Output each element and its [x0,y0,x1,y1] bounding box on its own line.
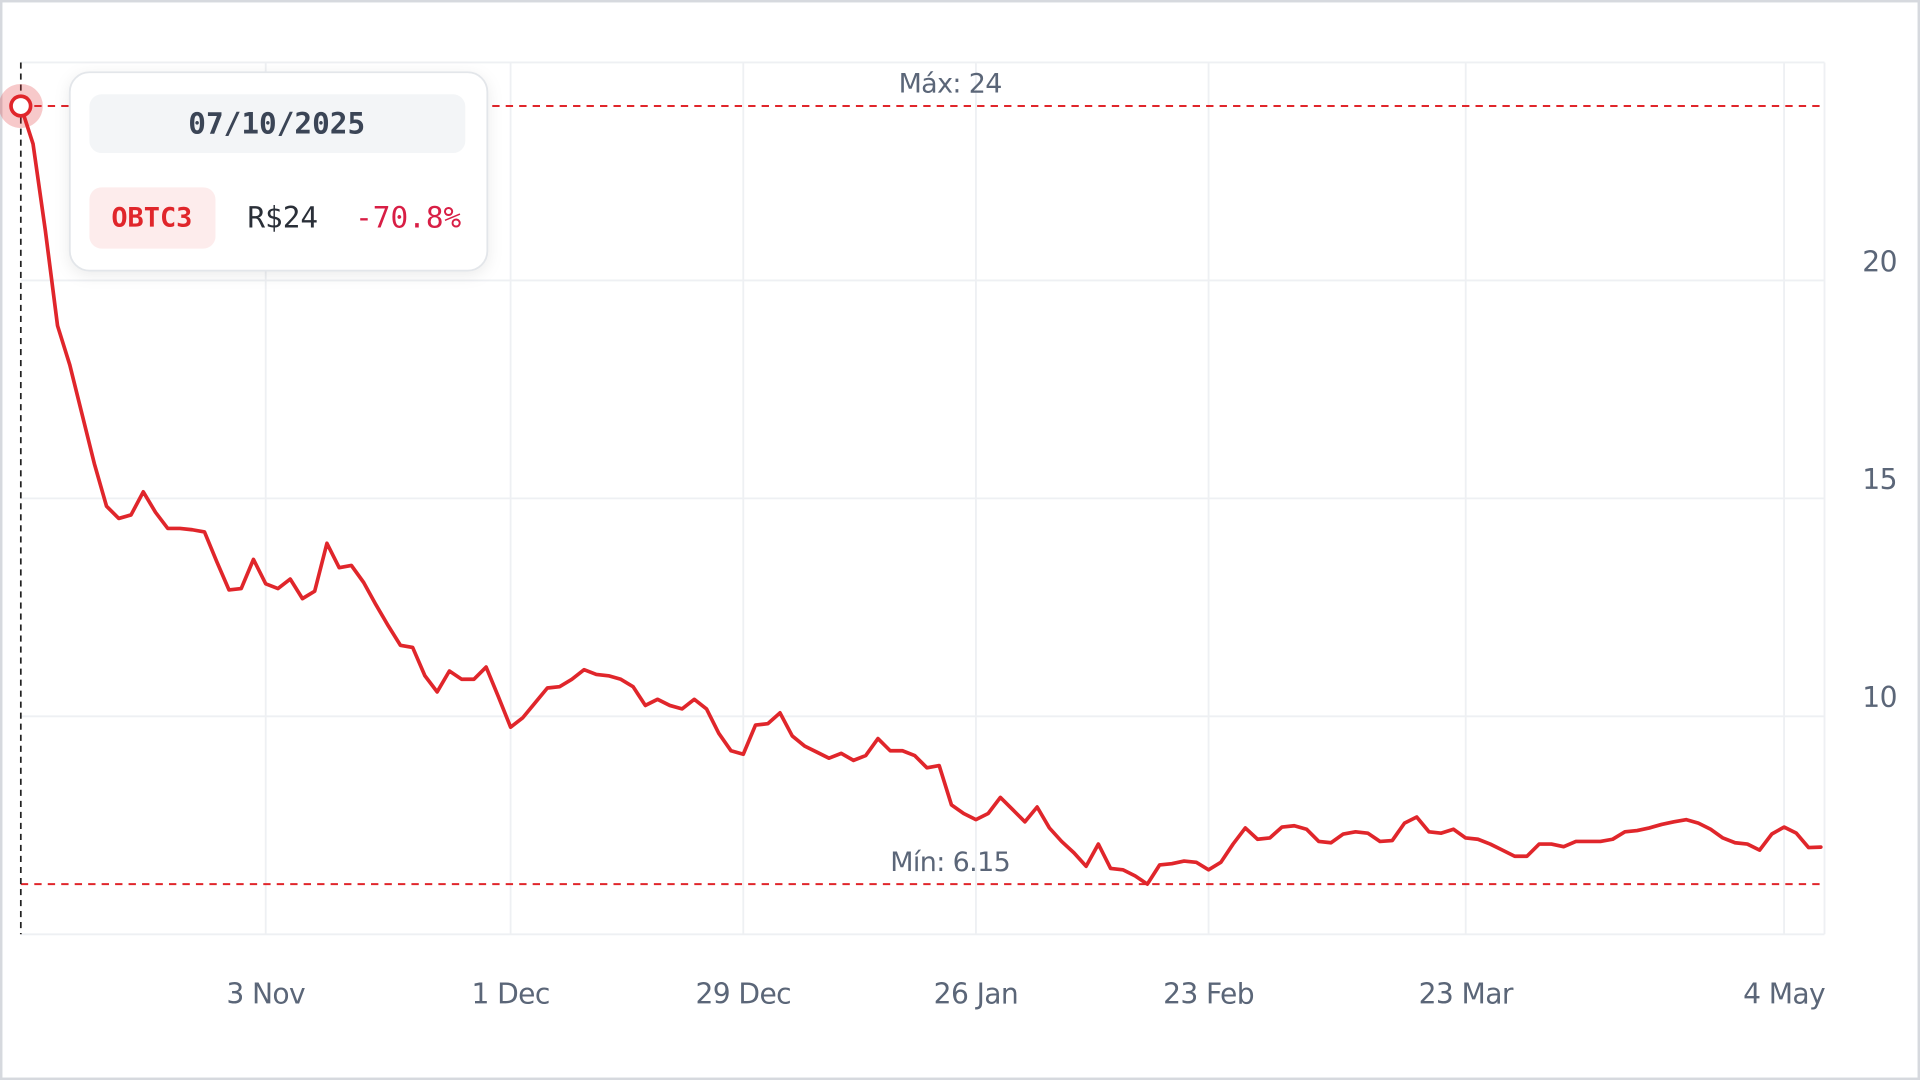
y-tick-label: 15 [1862,463,1897,496]
ticker-pill [89,187,216,249]
x-tick-label: 1 Dec [471,978,549,1011]
reference-label: Mín: 6.15 [890,847,1010,878]
reference-label: Máx: 24 [899,69,1002,100]
x-tick-label: 23 Mar [1419,978,1514,1011]
hover-point [9,94,33,118]
x-tick-label: 4 May [1743,978,1825,1011]
x-tick-label: 26 Jan [934,978,1019,1011]
price-line [18,104,1823,886]
x-tick-label: 3 Nov [226,978,305,1011]
grid: 10 15 20 3 Nov 1 Dec 29 Dec 26 Jan 23 Feb 23 Mar… [20,61,1898,1011]
y-tick-label: 10 [1862,681,1897,714]
tooltip-ticker: OBTC3 [111,203,192,234]
tooltip-date: 07/10/2025 [188,106,365,140]
tooltip-change: -70.8% [355,201,461,235]
x-tick-label: 29 Dec [695,978,791,1011]
y-tick-label: 20 [1862,245,1897,278]
tooltip: 07/10/2025 OBTC3 R$24 -70.8% [68,71,489,272]
date-pill [89,94,466,154]
x-tick-label: 23 Feb [1163,978,1254,1011]
tooltip-price: R$24 [247,201,318,235]
